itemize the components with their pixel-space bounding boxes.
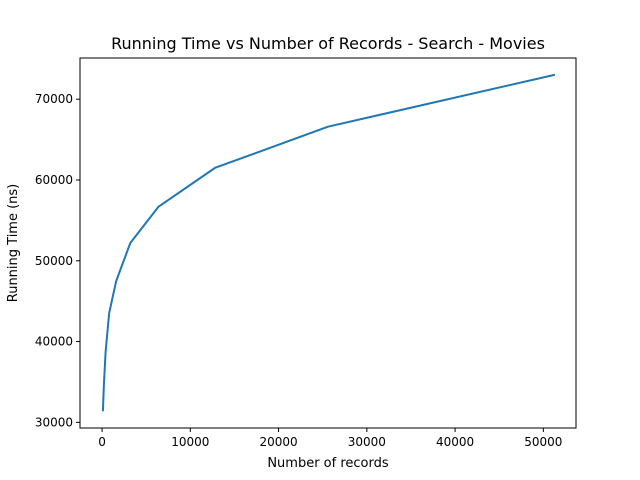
- series-line-0: [101, 73, 556, 412]
- x-tick-label: 0: [98, 435, 106, 449]
- x-tick-label: 30000: [348, 435, 386, 449]
- y-tick-label: 40000: [35, 335, 73, 349]
- x-tick-label: 20000: [259, 435, 297, 449]
- plot-area: [101, 73, 556, 412]
- x-tick-label: 40000: [436, 435, 474, 449]
- x-tick-label: 10000: [171, 435, 209, 449]
- chart-title: Running Time vs Number of Records - Sear…: [111, 34, 545, 53]
- y-tick-label: 70000: [35, 92, 73, 106]
- y-axis-label: Running Time (ns): [6, 184, 21, 303]
- y-tick-label: 60000: [35, 173, 73, 187]
- axes-frame: [79, 57, 577, 429]
- y-tick-label: 50000: [35, 254, 73, 268]
- x-tick-label: 50000: [524, 435, 562, 449]
- x-axis-ticks: 0 10000 20000 30000 40000 50000: [98, 428, 562, 449]
- y-axis-ticks: 30000 40000 50000 60000 70000: [35, 92, 80, 429]
- x-axis-label: Number of records: [267, 456, 389, 471]
- y-tick-label: 30000: [35, 415, 73, 429]
